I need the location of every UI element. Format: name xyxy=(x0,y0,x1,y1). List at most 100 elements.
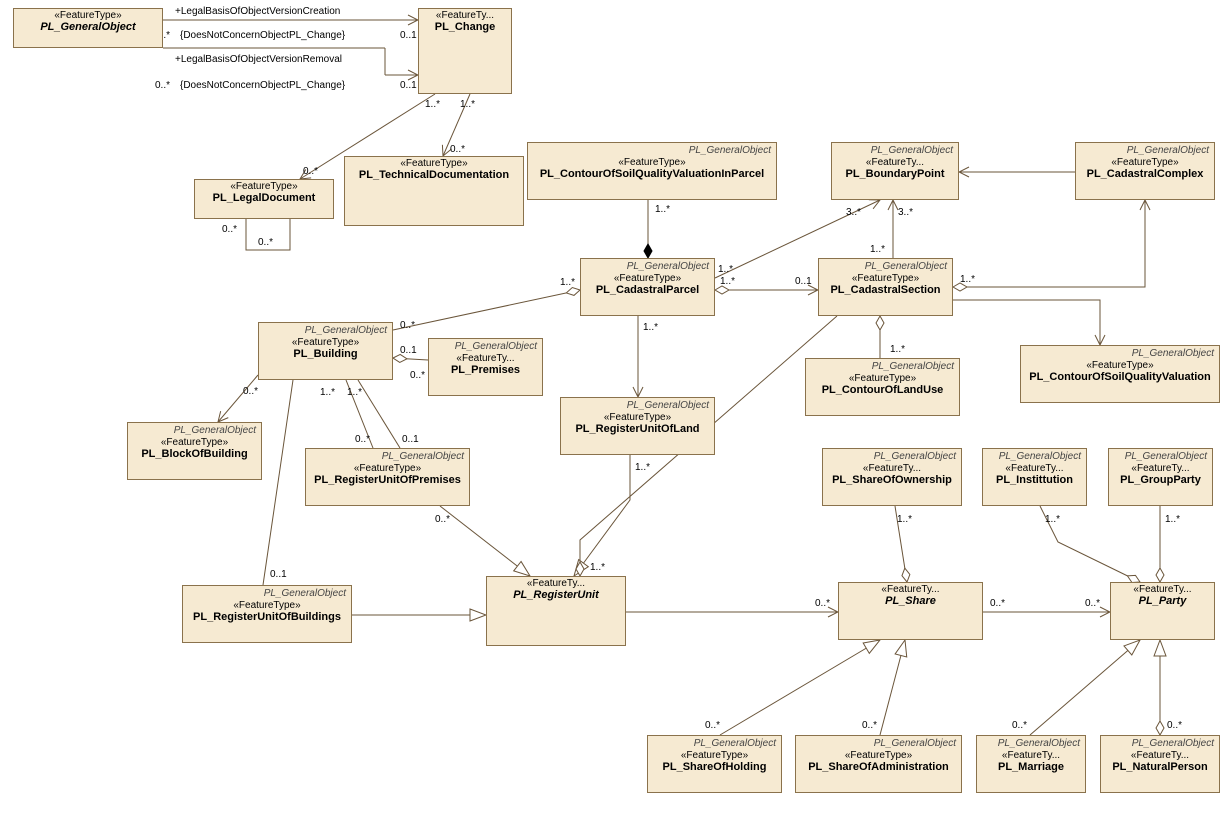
class-name: PL_ContourOfSoilQualityValuation xyxy=(1026,371,1214,383)
stereotype: «FeatureType» xyxy=(200,181,328,192)
stereotype: «FeatureTy... xyxy=(1116,584,1209,595)
mult: 1..* xyxy=(425,99,440,110)
assoc-general-change-removal: +LegalBasisOfObjectVersionRemoval 0..* {… xyxy=(155,48,418,91)
mult: 1..* xyxy=(1045,514,1060,525)
assoc-parcel-section: 1..* 0..1 xyxy=(715,276,818,290)
assoc-building-block: 0..* xyxy=(218,375,258,422)
class-name: PL_BlockOfBuilding xyxy=(133,448,256,460)
superclass-label: PL_GeneralObject xyxy=(648,736,781,749)
node-institution: PL_GeneralObject«FeatureTy...PL_Instittu… xyxy=(982,448,1087,506)
stereotype: «FeatureTy... xyxy=(988,463,1081,474)
stereotype: «FeatureType» xyxy=(801,750,956,761)
superclass-label: PL_GeneralObject xyxy=(1109,449,1212,462)
constraint: {DoesNotConcernObjectPL_Change} xyxy=(180,80,346,91)
stereotype: «FeatureTy... xyxy=(434,353,537,364)
superclass-label: PL_GeneralObject xyxy=(128,423,261,436)
assoc-share-party: 0..* 0..* xyxy=(983,598,1110,612)
node-share_admin: PL_GeneralObject«FeatureType»PL_ShareOfA… xyxy=(795,735,962,793)
mult: 0..* xyxy=(435,514,450,525)
node-share_own: PL_GeneralObject«FeatureTy...PL_ShareOfO… xyxy=(822,448,962,506)
mult: 0..* xyxy=(400,320,415,331)
node-marriage: PL_GeneralObject«FeatureTy...PL_Marriage xyxy=(976,735,1086,793)
class-name: PL_GeneralObject xyxy=(19,21,157,33)
mult: 0..* xyxy=(862,720,877,731)
superclass-label: PL_GeneralObject xyxy=(823,449,961,462)
class-name: PL_ShareOfOwnership xyxy=(828,474,956,486)
class-name: PL_CadastralSection xyxy=(824,284,947,296)
superclass-label: PL_GeneralObject xyxy=(1021,346,1219,359)
agg-section-contourlanduse: 1..* xyxy=(880,316,905,358)
agg-party-institution: 1..* xyxy=(1040,506,1140,582)
class-name: PL_Party xyxy=(1116,595,1209,607)
assoc-building-premises: 0..1 0..* xyxy=(393,345,428,381)
mult: 1..* xyxy=(1165,514,1180,525)
assoc-change-techdoc: 1..* 0..* xyxy=(443,94,475,156)
node-share_hold: PL_GeneralObject«FeatureType»PL_ShareOfH… xyxy=(647,735,782,793)
stereotype: «FeatureTy... xyxy=(492,578,620,589)
node-premises: PL_GeneralObject«FeatureTy...PL_Premises xyxy=(428,338,543,396)
stereotype: «FeatureType» xyxy=(19,10,157,21)
mult: 0..1 xyxy=(402,434,419,445)
class-name: PL_ShareOfHolding xyxy=(653,761,776,773)
mult: 0..1 xyxy=(400,80,417,91)
assoc-section-boundary: 1..* 3..* xyxy=(870,200,913,258)
mult: 0..1 xyxy=(795,276,812,287)
mult: 0..* xyxy=(222,224,237,235)
mult: 0..* xyxy=(303,166,318,177)
gen-marriage-party: 0..* xyxy=(1012,640,1140,735)
stereotype: «FeatureTy... xyxy=(424,10,506,21)
mult: 0..* xyxy=(705,720,720,731)
mult: 0..1 xyxy=(400,30,417,41)
node-tech_doc: «FeatureType»PL_TechnicalDocumentation xyxy=(344,156,524,226)
node-nat_person: PL_GeneralObject«FeatureTy...PL_NaturalP… xyxy=(1100,735,1220,793)
stereotype: «FeatureType» xyxy=(533,157,771,168)
stereotype: «FeatureTy... xyxy=(837,157,953,168)
node-change: «FeatureTy...PL_Change xyxy=(418,8,512,94)
class-name: PL_ShareOfAdministration xyxy=(801,761,956,773)
node-contour_soil: PL_GeneralObject«FeatureType»PL_ContourO… xyxy=(1020,345,1220,403)
node-block_building: PL_GeneralObject«FeatureType»PL_BlockOfB… xyxy=(127,422,262,480)
gen-natperson-party: 0..* xyxy=(1160,640,1182,735)
stereotype: «FeatureType» xyxy=(586,273,709,284)
mult: 0..1 xyxy=(400,345,417,356)
node-general_object: «FeatureType»PL_GeneralObject xyxy=(13,8,163,48)
assoc-building-regbuildings: 0..1 xyxy=(263,380,293,585)
class-name: PL_ContourOfSoilQualityValuationInParcel xyxy=(533,168,771,180)
superclass-label: PL_GeneralObject xyxy=(832,143,958,156)
node-boundary_pt: PL_GeneralObject«FeatureTy...PL_Boundary… xyxy=(831,142,959,200)
mult: 3..* xyxy=(846,207,861,218)
class-name: PL_LegalDocument xyxy=(200,192,328,204)
superclass-label: PL_GeneralObject xyxy=(1076,143,1214,156)
mult: 0..1 xyxy=(270,569,287,580)
stereotype: «FeatureTy... xyxy=(844,584,977,595)
mult: 1..* xyxy=(960,274,975,285)
stereotype: «FeatureType» xyxy=(133,437,256,448)
stereotype: «FeatureType» xyxy=(311,463,464,474)
superclass-label: PL_GeneralObject xyxy=(259,323,392,336)
mult: 0..* xyxy=(410,370,425,381)
superclass-label: PL_GeneralObject xyxy=(528,143,776,156)
class-name: PL_ContourOfLandUse xyxy=(811,384,954,396)
class-name: PL_BoundaryPoint xyxy=(837,168,953,180)
node-reg_land: PL_GeneralObject«FeatureType»PL_Register… xyxy=(560,397,715,455)
mult: 0..* xyxy=(1085,598,1100,609)
node-reg_premises: PL_GeneralObject«FeatureType»PL_Register… xyxy=(305,448,470,506)
node-contour_parcel: PL_GeneralObject«FeatureType»PL_ContourO… xyxy=(527,142,777,200)
mult: 1..* xyxy=(560,277,575,288)
class-name: PL_Marriage xyxy=(982,761,1080,773)
class-name: PL_RegisterUnit xyxy=(492,589,620,601)
stereotype: «FeatureType» xyxy=(264,337,387,348)
class-name: PL_CadastralParcel xyxy=(586,284,709,296)
mult: 0..* xyxy=(243,386,258,397)
constraint: {DoesNotConcernObjectPL_Change} xyxy=(180,30,346,41)
assoc-parcel-regland: 1..* xyxy=(638,316,658,397)
assoc-section-contoursoil xyxy=(953,300,1100,345)
assoc-legaldoc-self: 0..* 0..* xyxy=(222,219,290,250)
gen-sharehold-share: 0..* xyxy=(705,640,880,735)
mult: 0..* xyxy=(1012,720,1027,731)
stereotype: «FeatureTy... xyxy=(982,750,1080,761)
class-name: PL_RegisterUnitOfBuildings xyxy=(188,611,346,623)
stereotype: «FeatureType» xyxy=(1026,360,1214,371)
superclass-label: PL_GeneralObject xyxy=(306,449,469,462)
node-contour_landuse: PL_GeneralObject«FeatureType»PL_ContourO… xyxy=(805,358,960,416)
